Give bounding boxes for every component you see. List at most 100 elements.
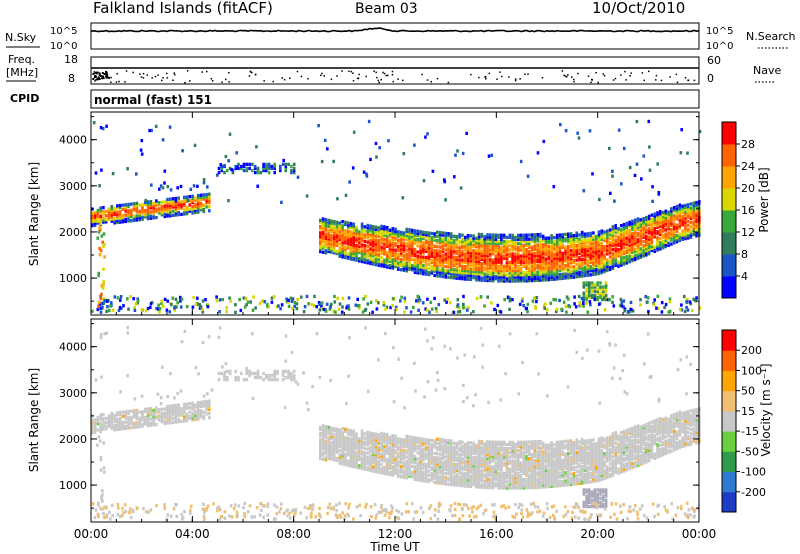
data-cell <box>533 266 537 270</box>
data-cell <box>452 477 456 481</box>
data-cell <box>494 241 498 246</box>
data-cell <box>399 475 403 479</box>
data-cell <box>530 249 534 254</box>
data-cell <box>567 274 570 278</box>
data-cell <box>519 237 523 242</box>
data-cell <box>352 237 355 241</box>
data-cell <box>424 452 428 456</box>
data-cell <box>408 242 411 246</box>
data-cell <box>670 238 673 242</box>
data-cell <box>441 479 445 484</box>
data-cell <box>614 251 617 255</box>
data-cell <box>583 242 587 247</box>
data-cell <box>344 427 347 431</box>
data-cell <box>575 235 578 239</box>
data-cell <box>514 486 517 490</box>
data-cell <box>413 235 417 239</box>
data-cell <box>586 240 590 244</box>
data-cell <box>441 465 445 469</box>
data-cell <box>221 297 224 302</box>
data-cell <box>388 257 392 261</box>
data-cell <box>530 247 534 252</box>
nave-dot <box>140 76 143 78</box>
data-cell <box>267 171 271 175</box>
data-cell <box>600 264 604 268</box>
data-cell <box>422 479 425 483</box>
data-cell <box>352 253 355 258</box>
data-cell <box>617 231 620 235</box>
data-cell <box>603 232 606 236</box>
data-cell <box>357 304 361 308</box>
data-cell <box>275 304 279 309</box>
data-cell <box>324 251 328 255</box>
data-cell <box>196 202 200 206</box>
data-cell <box>171 199 175 203</box>
data-cell <box>165 308 169 312</box>
data-cell <box>458 258 461 262</box>
data-cell <box>497 268 500 273</box>
data-cell <box>500 260 503 264</box>
data-cell <box>321 426 325 430</box>
data-cell <box>254 306 257 310</box>
data-cell <box>433 476 436 480</box>
data-cell <box>371 469 375 473</box>
data-cell <box>358 457 361 462</box>
data-cell <box>338 252 342 256</box>
data-cell <box>678 236 682 241</box>
data-cell <box>397 257 400 261</box>
data-cell <box>497 442 500 446</box>
data-cell <box>438 477 442 481</box>
data-cell <box>461 446 464 450</box>
data-cell <box>564 264 567 268</box>
data-cell <box>98 226 101 230</box>
data-cell <box>489 254 492 258</box>
data-cell <box>668 300 672 304</box>
data-cell <box>678 234 682 238</box>
data-cell <box>497 235 500 239</box>
data-cell <box>127 209 130 213</box>
data-cell <box>558 241 562 245</box>
data-cell <box>424 448 428 452</box>
data-cell <box>659 237 662 241</box>
data-cell <box>369 255 372 259</box>
data-cell <box>555 250 559 254</box>
data-cell <box>500 480 503 484</box>
data-cell <box>514 442 517 447</box>
data-cell <box>558 258 562 262</box>
data-cell <box>408 251 411 255</box>
data-cell <box>647 239 651 243</box>
data-cell <box>500 258 503 262</box>
data-cell <box>582 291 586 295</box>
data-cell <box>497 473 500 478</box>
data-cell <box>369 232 372 236</box>
data-cell <box>292 171 296 175</box>
data-cell <box>158 187 161 191</box>
data-cell <box>447 461 450 466</box>
data-cell <box>500 465 503 469</box>
data-cell <box>530 268 534 272</box>
data-cell <box>394 445 397 449</box>
data-cell <box>642 223 645 227</box>
data-cell <box>656 223 659 227</box>
data-cell <box>633 226 637 230</box>
data-cell <box>335 440 339 444</box>
data-cell <box>290 171 293 175</box>
nave-dot <box>387 74 389 77</box>
data-cell <box>469 252 473 257</box>
data-cell <box>416 258 420 262</box>
data-cell <box>569 261 573 265</box>
data-cell <box>597 240 601 245</box>
data-cell <box>508 442 512 447</box>
data-cell <box>617 243 620 248</box>
data-cell <box>155 203 158 207</box>
data-cell <box>614 238 617 242</box>
data-cell <box>489 483 492 488</box>
data-cell <box>286 300 290 304</box>
data-cell <box>533 276 537 280</box>
data-cell <box>547 236 551 240</box>
data-cell <box>614 234 617 238</box>
data-cell <box>321 447 325 451</box>
nave-dot <box>383 72 386 75</box>
data-cell <box>332 456 336 460</box>
data-cell <box>458 467 461 471</box>
